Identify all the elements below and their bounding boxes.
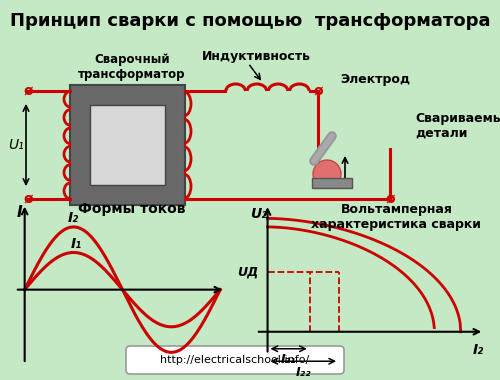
Bar bbox=[312, 178, 352, 188]
Text: ø: ø bbox=[385, 192, 395, 206]
Text: U₂: U₂ bbox=[250, 207, 268, 221]
Text: Сварочный
трансформатор: Сварочный трансформатор bbox=[78, 53, 186, 81]
Text: I₂: I₂ bbox=[68, 211, 79, 225]
Text: Электрод: Электрод bbox=[340, 73, 410, 86]
Text: ø: ø bbox=[23, 84, 33, 98]
Ellipse shape bbox=[313, 160, 341, 188]
Text: Принцип сварки с помощью  трансформатора: Принцип сварки с помощью трансформатора bbox=[10, 12, 490, 30]
Bar bbox=[70, 85, 185, 205]
Text: Вольтамперная
характеристика сварки: Вольтамперная характеристика сварки bbox=[312, 203, 482, 231]
Text: ø: ø bbox=[313, 84, 323, 98]
Text: Формы токов: Формы токов bbox=[78, 202, 186, 216]
Bar bbox=[90, 105, 165, 185]
Text: ø: ø bbox=[23, 192, 33, 206]
Text: Индуктивность: Индуктивность bbox=[202, 50, 310, 63]
Text: I₁: I₁ bbox=[70, 237, 82, 251]
FancyBboxPatch shape bbox=[126, 346, 344, 374]
Text: Свариваемые
детали: Свариваемые детали bbox=[415, 112, 500, 140]
Text: U₂: U₂ bbox=[321, 168, 337, 182]
Text: http://electricalschool.info/: http://electricalschool.info/ bbox=[160, 355, 310, 365]
Text: I: I bbox=[17, 205, 22, 220]
Text: UД: UД bbox=[238, 266, 259, 279]
Text: I₂₂: I₂₂ bbox=[296, 366, 311, 379]
Text: U₁: U₁ bbox=[8, 138, 24, 152]
Text: I₂₁: I₂₁ bbox=[281, 353, 296, 366]
Text: I₂: I₂ bbox=[472, 343, 484, 357]
